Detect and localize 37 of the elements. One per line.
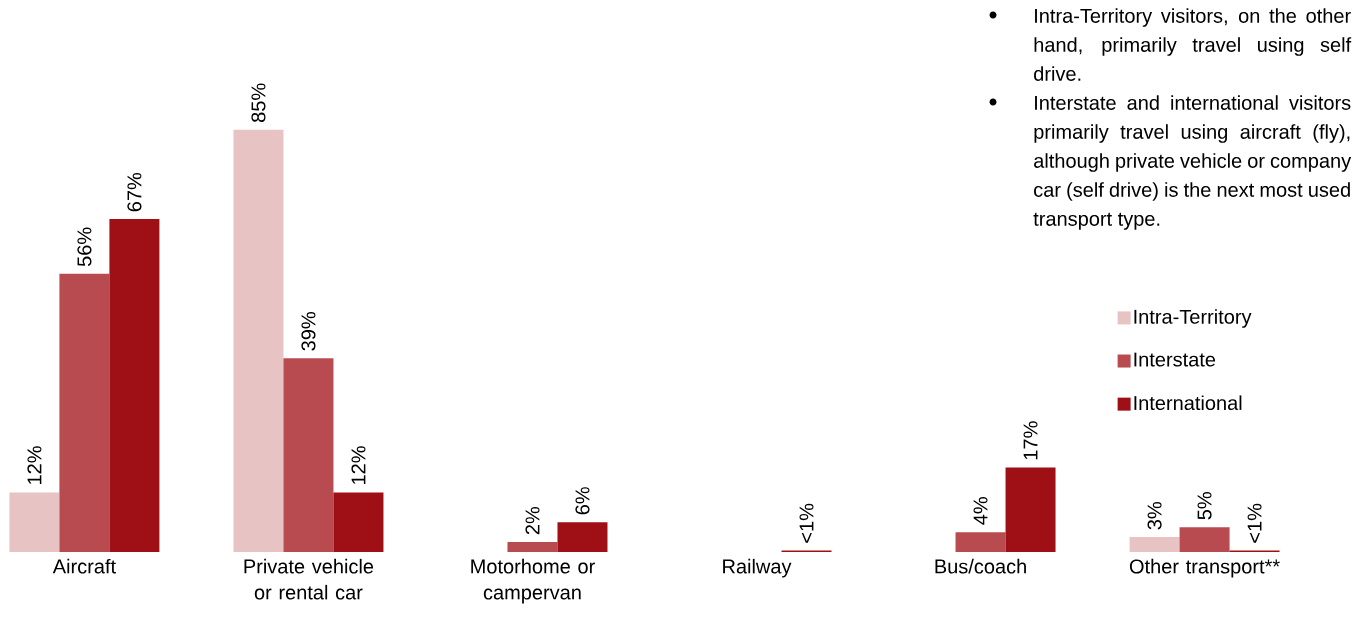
x-tick-label: Motorhome or campervan <box>471 558 595 604</box>
data-label: 12% <box>27 446 42 484</box>
bar <box>1179 527 1230 552</box>
data-label: 17% <box>1023 421 1038 460</box>
data-label: 5% <box>1197 492 1212 520</box>
bar <box>1005 467 1056 552</box>
data-label: 39% <box>301 312 316 351</box>
bar <box>233 129 284 552</box>
legend-label: Intra-Territory <box>1134 309 1252 328</box>
data-label: 85% <box>251 83 266 122</box>
x-tick-label: Aircraft <box>52 558 116 574</box>
text: Intra-Territory visitors, on the other hand, primarily travel using self drive. <box>1034 8 1352 81</box>
bar <box>333 492 384 552</box>
data-label: 3% <box>1147 502 1162 530</box>
annotation: Interstate and international visitors primarily travel using aircraft (fly), although private vehicle or company car (self drive) is the next most used transport type. <box>1033 95 1352 230</box>
x-tick-label: Private vehicle or rental car <box>244 558 374 600</box>
x-tick-label: Other transport** <box>1129 558 1280 578</box>
bar <box>59 273 110 552</box>
bar <box>507 542 558 552</box>
legend-label: Interstate <box>1134 352 1216 367</box>
bar <box>109 219 160 552</box>
legend-label: International <box>1134 395 1242 411</box>
bar <box>9 492 60 552</box>
bar <box>955 532 1006 552</box>
data-label: 2% <box>525 507 540 535</box>
x-tick-label: Bus/coach <box>935 558 1026 574</box>
data-label: <1% <box>799 503 814 543</box>
bar <box>283 358 334 552</box>
bar <box>1129 537 1180 552</box>
data-label: 6% <box>575 487 590 515</box>
bar <box>557 522 608 552</box>
data-label: 12% <box>351 446 366 484</box>
data-label: 4% <box>973 497 988 525</box>
data-label: <1% <box>1247 503 1262 543</box>
data-label: 56% <box>77 227 92 267</box>
data-label: 67% <box>127 172 142 212</box>
x-tick-label: Railway <box>723 558 792 578</box>
